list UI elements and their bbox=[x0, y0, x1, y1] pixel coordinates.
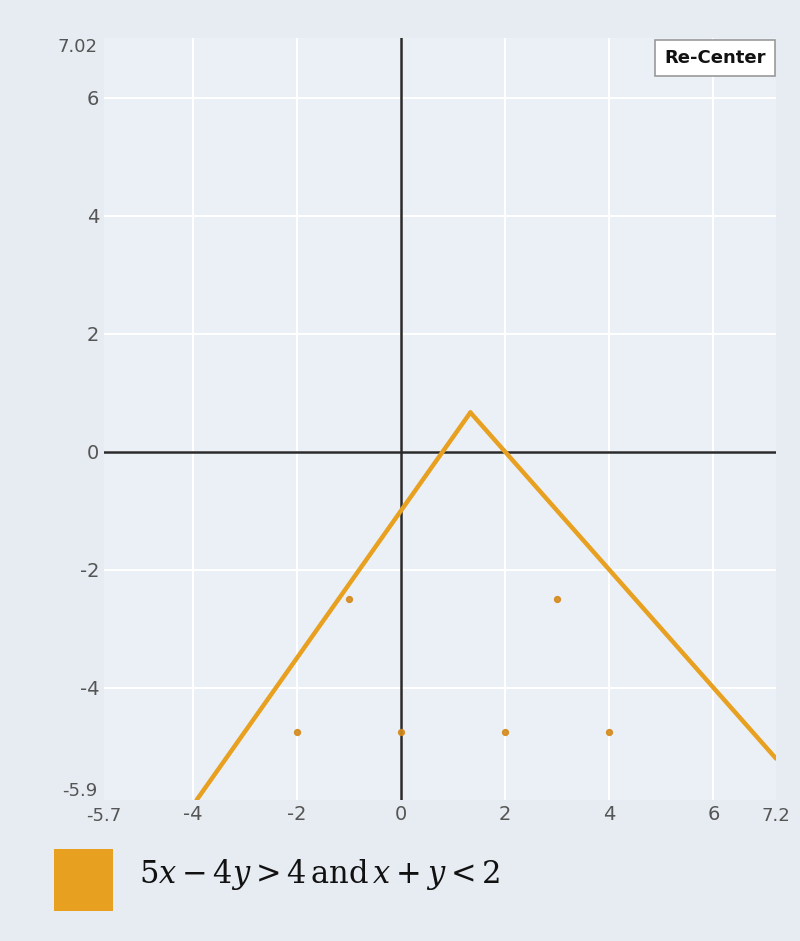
Point bbox=[290, 725, 303, 740]
Text: $5x - 4y > 4$$\,\mathrm{and}\,$$x + y < 2$: $5x - 4y > 4$$\,\mathrm{and}\,$$x + y < … bbox=[138, 857, 500, 892]
Point bbox=[394, 725, 407, 740]
Point bbox=[342, 592, 355, 607]
Text: -5.9: -5.9 bbox=[62, 782, 98, 800]
Text: 7.02: 7.02 bbox=[58, 38, 98, 56]
Point bbox=[551, 592, 564, 607]
FancyBboxPatch shape bbox=[54, 849, 113, 911]
Text: -5.7: -5.7 bbox=[86, 807, 122, 825]
Text: 7.2: 7.2 bbox=[762, 807, 790, 825]
Point bbox=[498, 725, 511, 740]
Text: Re-Center: Re-Center bbox=[665, 49, 766, 67]
Point bbox=[603, 725, 616, 740]
